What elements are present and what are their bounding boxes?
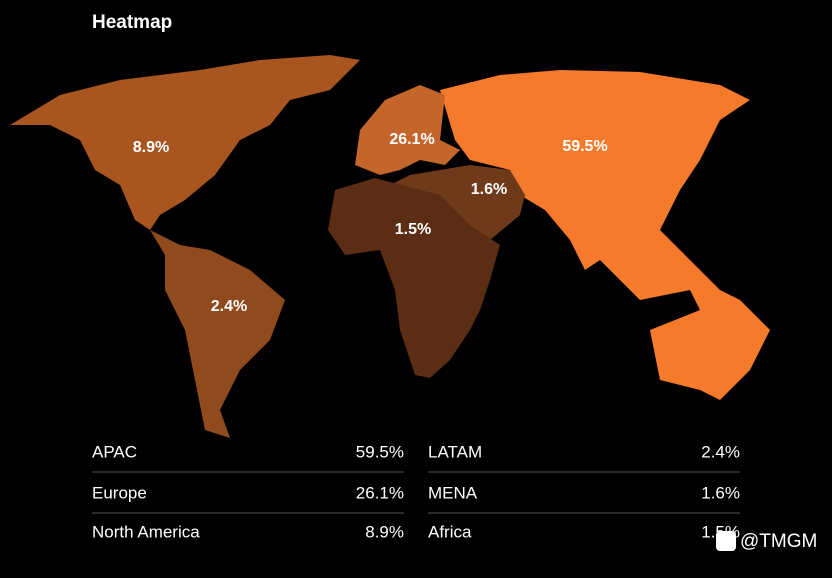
region-label: 8.9% bbox=[133, 139, 169, 156]
region-value: 2.4% bbox=[701, 442, 740, 461]
region bbox=[440, 70, 770, 400]
region-name: APAC bbox=[92, 442, 137, 461]
region-name: LATAM bbox=[428, 442, 482, 461]
region-name: Africa bbox=[428, 522, 472, 541]
region bbox=[328, 178, 500, 378]
region-label: 1.5% bbox=[395, 221, 431, 238]
region-label: 26.1% bbox=[389, 131, 434, 148]
region-value: 1.6% bbox=[701, 483, 740, 502]
region-value: 8.9% bbox=[365, 522, 404, 541]
region-value: 59.5% bbox=[356, 442, 404, 461]
region-name: Europe bbox=[92, 483, 147, 502]
legend-table: APAC 59.5% Europe 26.1% North America 8.9% LAT… bbox=[92, 442, 740, 541]
title: Heatmap bbox=[92, 12, 172, 33]
watermark-icon bbox=[716, 531, 736, 551]
watermark-text: @TMGM bbox=[740, 531, 817, 552]
region-label: 59.5% bbox=[562, 138, 607, 155]
region-label: 1.6% bbox=[471, 181, 507, 198]
region bbox=[355, 85, 460, 175]
region bbox=[390, 165, 525, 240]
region bbox=[150, 230, 285, 438]
region-label: 2.4% bbox=[211, 298, 247, 315]
region-value: 26.1% bbox=[356, 483, 404, 502]
region bbox=[10, 55, 360, 230]
map: 59.5% 26.1% 8.9% 2.4% 1.6% 1.5% bbox=[10, 55, 770, 438]
region-name: MENA bbox=[428, 483, 478, 502]
region-name: North America bbox=[92, 522, 200, 541]
watermark: @TMGM bbox=[716, 531, 817, 552]
